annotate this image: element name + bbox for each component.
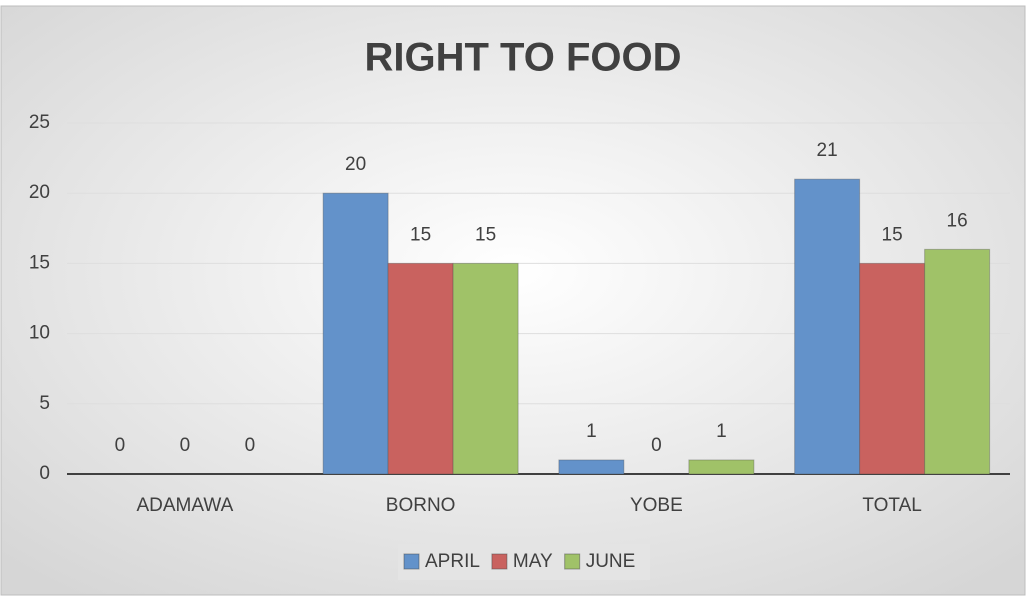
data-label: 15 [475,224,496,245]
legend-swatch [491,553,508,570]
y-tick-label: 20 [29,182,50,203]
data-label: 1 [716,421,727,442]
data-label: 1 [586,421,597,442]
legend-label: APRIL [425,551,480,572]
bar [558,459,625,475]
bar [688,459,755,475]
data-label: 0 [180,435,191,456]
bar [322,192,389,475]
data-label: 15 [410,224,431,245]
x-tick-label: ADAMAWA [136,495,233,516]
data-label: 0 [245,435,256,456]
y-tick-label: 0 [39,463,50,484]
x-tick-label: YOBE [630,495,683,516]
y-tick-label: 10 [29,323,50,344]
legend-label: MAY [513,551,553,572]
legend-swatch [403,553,420,570]
data-label: 0 [115,435,126,456]
data-label: 21 [817,140,838,161]
data-label: 15 [882,224,903,245]
y-tick-label: 25 [29,112,50,133]
legend-swatch [564,553,581,570]
data-label: 20 [345,154,366,175]
bar [794,178,861,475]
x-tick-label: BORNO [386,495,456,516]
y-tick-label: 15 [29,252,50,273]
bar [924,248,991,475]
bar [387,262,454,475]
bar [859,262,926,475]
chart-title: RIGHT TO FOOD [364,36,681,80]
y-tick-label: 5 [39,393,50,414]
x-tick-label: TOTAL [862,495,921,516]
data-label: 0 [651,435,662,456]
bar [452,262,519,475]
legend-label: JUNE [586,551,636,572]
data-label: 16 [947,210,968,231]
legend-box [398,544,650,580]
